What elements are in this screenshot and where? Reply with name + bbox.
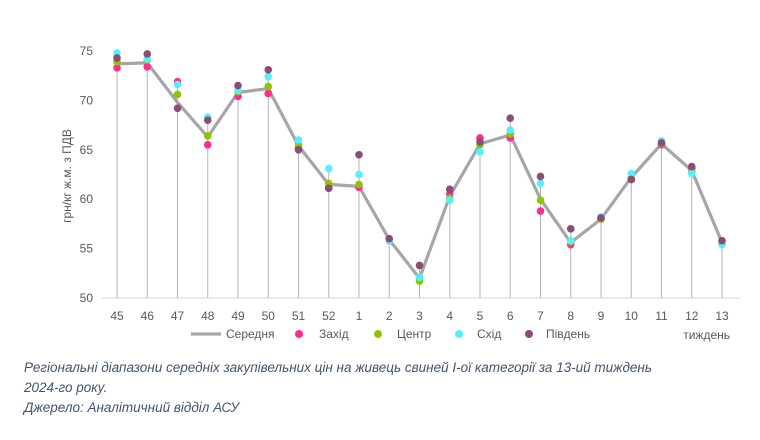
x-tick-label-5: 5: [477, 309, 484, 323]
x-tick-label-3: 3: [416, 309, 423, 323]
point-west-50: [264, 89, 273, 98]
point-east-51: [294, 136, 303, 144]
x-tick-label-51: 51: [292, 309, 306, 323]
y-tick-label-55: 55: [80, 242, 94, 256]
point-south-9: [597, 214, 605, 222]
x-tick-label-1: 1: [356, 309, 363, 323]
x-tick-label-9: 9: [598, 309, 605, 323]
legend-label-west: Захід: [319, 327, 349, 341]
x-tick-label-50: 50: [262, 309, 276, 323]
point-south-50: [264, 65, 273, 74]
x-tick-label-6: 6: [507, 309, 514, 323]
point-south-51: [294, 146, 303, 154]
point-south-46: [143, 50, 152, 58]
x-tick-labels: 45 46 47 48 49 50 51 52 1 2 3 4 5 6 7 8 9 10 11 12 13: [110, 309, 729, 323]
point-east-7: [536, 179, 545, 188]
x-tick-label-49: 49: [231, 309, 245, 323]
legend-label-south: Південь: [546, 327, 590, 341]
point-east-50: [264, 72, 273, 81]
point-east-1: [355, 170, 363, 179]
point-south-10: [627, 175, 636, 184]
point-east-47: [173, 80, 182, 89]
y-tick-label-60: 60: [80, 192, 94, 206]
x-tick-label-8: 8: [567, 309, 574, 323]
point-south-45: [113, 54, 121, 62]
x-tick-label-46: 46: [141, 309, 155, 323]
point-south-7: [536, 172, 545, 181]
point-south-1: [355, 150, 363, 159]
x-tick-label-52: 52: [322, 309, 336, 323]
point-center-48: [203, 132, 212, 140]
point-east-12: [687, 169, 696, 178]
point-south-13: [718, 236, 726, 245]
point-center-50: [264, 82, 273, 91]
x-tick-label-2: 2: [386, 309, 393, 323]
x-tick-label-11: 11: [655, 309, 668, 323]
legend-swatch-west: [295, 330, 303, 338]
legend-swatch-center: [374, 330, 382, 338]
point-east-10: [627, 169, 636, 178]
point-east-4: [445, 196, 454, 204]
point-center-1: [355, 180, 363, 189]
point-east-5: [476, 147, 484, 156]
regional-points: [113, 49, 726, 286]
legend-swatch-east: [455, 330, 463, 338]
legend-label-east: Схід: [477, 327, 501, 341]
point-south-52: [324, 184, 333, 193]
y-tick-labels: 50 55 60 65 70 75: [80, 44, 94, 305]
point-east-52: [324, 164, 333, 173]
x-tick-label-4: 4: [446, 309, 453, 323]
point-west-45: [113, 63, 121, 72]
caption-source: Джерело: Аналітичний відділ АСУ: [24, 400, 240, 415]
x-tick-label-10: 10: [625, 309, 639, 323]
legend-label-center: Центр: [397, 327, 432, 341]
point-east-8: [566, 236, 575, 245]
caption-description: Регіональні діапазони середніх закупівел…: [24, 358, 744, 398]
point-center-47: [173, 90, 182, 99]
caption-line-2: 2024-го року.: [24, 380, 108, 395]
y-axis-title: грн/кг ж.м. з ПДВ: [60, 129, 74, 223]
point-west-46: [143, 63, 152, 71]
y-tick-label-50: 50: [80, 291, 94, 305]
x-tick-label-7: 7: [537, 309, 544, 323]
x-tick-label-12: 12: [685, 309, 699, 323]
y-tick-label-75: 75: [80, 44, 94, 58]
y-tick-label-70: 70: [80, 93, 94, 107]
chart-area: 50 55 60 65 70 75 45 46 47 48 49 50 51 52 1 2 3 4 5 6 7 8 9 10…: [60, 44, 740, 342]
caption-line-1: Регіональні діапазони середніх закупівел…: [24, 360, 652, 375]
point-east-3: [415, 273, 424, 282]
legend-swatch-south: [525, 330, 533, 338]
x-axis-title: тиждень: [683, 328, 730, 342]
point-south-6: [506, 114, 515, 122]
point-south-8: [566, 225, 575, 233]
point-center-7: [536, 196, 545, 204]
point-west-48: [203, 141, 212, 149]
point-south-2: [385, 234, 394, 243]
point-east-6: [506, 126, 515, 134]
point-south-3: [415, 261, 424, 270]
x-tick-label-48: 48: [201, 309, 215, 323]
x-tick-label-47: 47: [171, 309, 185, 323]
point-south-47: [173, 104, 182, 113]
point-south-11: [657, 139, 666, 147]
point-south-49: [234, 81, 242, 90]
point-south-5: [476, 138, 484, 146]
x-tick-label-13: 13: [715, 309, 729, 323]
drop-lines: [116, 52, 723, 298]
point-south-48: [203, 116, 212, 124]
y-tick-label-65: 65: [80, 143, 94, 157]
legend: Середня Захід Центр Схід Південь: [191, 327, 590, 341]
point-south-4: [445, 185, 454, 194]
chart-caption: Регіональні діапазони середніх закупівел…: [24, 358, 744, 418]
point-west-7: [536, 207, 545, 215]
point-south-12: [687, 162, 696, 171]
x-tick-label-45: 45: [110, 309, 124, 323]
legend-label-average: Середня: [226, 327, 275, 341]
